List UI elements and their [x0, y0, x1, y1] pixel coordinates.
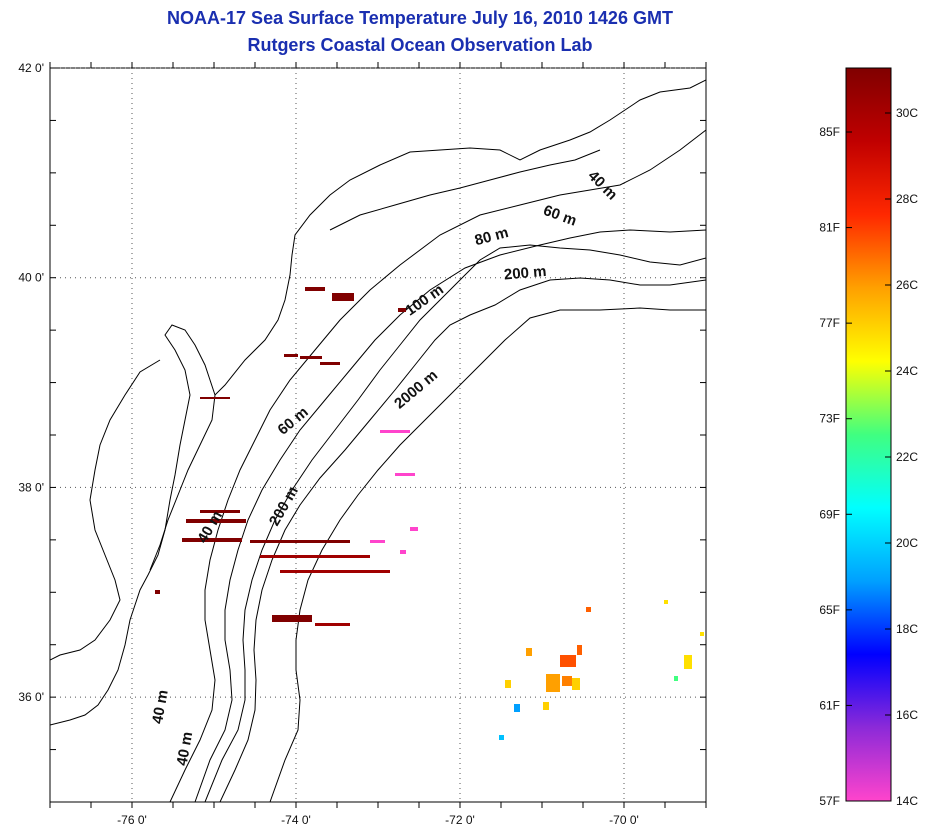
contour-40m	[169, 129, 706, 802]
lon-tick-label: -74 0'	[281, 813, 311, 827]
contour-200m	[219, 277, 706, 802]
colorbar	[845, 67, 892, 802]
coastline	[50, 79, 706, 726]
colorbar-f-label: 69F	[819, 507, 840, 521]
depth-label: 40 m	[174, 730, 197, 767]
colorbar-c-label: 30C	[896, 106, 918, 120]
lon-tick-label: -72 0'	[445, 813, 475, 827]
map-subtitle: Rutgers Coastal Ocean Observation Lab	[247, 35, 593, 55]
contour-60m	[194, 229, 706, 802]
long-island-shoreline	[329, 149, 601, 231]
colorbar-c-label: 24C	[896, 364, 918, 378]
colorbar-c-label: 28C	[896, 192, 918, 206]
lon-tick-label: -70 0'	[609, 813, 639, 827]
colorbar-c-label: 20C	[896, 536, 918, 550]
lat-tick-label: 38 0'	[18, 480, 44, 494]
delmarva-shoreline	[149, 394, 216, 571]
lat-tick-label: 36 0'	[18, 690, 44, 704]
depth-label: 40 m	[149, 689, 172, 726]
lon-tick-label: -76 0'	[117, 813, 147, 827]
map-frame	[49, 67, 707, 803]
contour-80m	[204, 244, 706, 802]
colorbar-f-label: 65F	[819, 603, 840, 617]
map-tick-marks	[49, 62, 707, 808]
colorbar-c-label: 16C	[896, 708, 918, 722]
colorbar-f-label: 73F	[819, 412, 840, 426]
colorbar-f-label: 85F	[819, 125, 840, 139]
lat-tick-label: 40 0'	[18, 271, 44, 285]
colorbar-c-label: 22C	[896, 450, 918, 464]
colorbar-c-label: 18C	[896, 622, 918, 636]
map-title: NOAA-17 Sea Surface Temperature July 16,…	[167, 8, 673, 28]
map-tick-labels: -76 0' -74 0' -72 0' -70 0' 36 0' 38 0' 40 0' 4…	[18, 61, 638, 827]
bay-shoreline	[50, 359, 161, 661]
depth-label: 200 m	[503, 263, 547, 284]
colorbar-f-label: 81F	[819, 221, 840, 235]
contour-2000m	[269, 307, 706, 802]
colorbar-fahrenheit-labels: 85F 81F 77F 73F 69F 65F 61F 57F	[819, 125, 852, 808]
colorbar-f-label: 61F	[819, 698, 840, 712]
sst-pixels	[155, 287, 704, 740]
colorbar-c-label: 14C	[896, 794, 918, 808]
colorbar-celsius-labels: 30C 28C 26C 24C 22C 20C 18C 16C 14C	[885, 106, 918, 808]
colorbar-c-label: 26C	[896, 278, 918, 292]
lat-tick-label: 42 0'	[18, 61, 44, 75]
colorbar-f-label: 57F	[819, 794, 840, 808]
colorbar-f-label: 77F	[819, 316, 840, 330]
